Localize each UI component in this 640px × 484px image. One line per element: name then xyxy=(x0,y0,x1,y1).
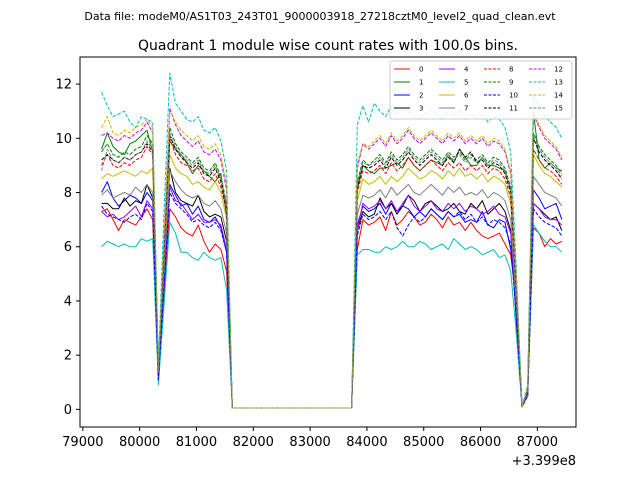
x-tick-label: 82000 xyxy=(233,435,274,450)
legend-label-7: 7 xyxy=(464,105,468,113)
legend-label-0: 0 xyxy=(419,66,423,74)
legend-label-14: 14 xyxy=(554,92,563,100)
legend-label-3: 3 xyxy=(419,105,423,113)
legend-label-1: 1 xyxy=(419,79,423,87)
legend-label-5: 5 xyxy=(464,79,468,87)
legend-label-8: 8 xyxy=(509,66,513,74)
y-tick-label: 2 xyxy=(64,349,72,364)
plot-area: 79000 80000 81000 82000 83000 84000 85000 86000… xyxy=(55,56,577,469)
legend-label-2: 2 xyxy=(419,92,423,100)
y-tick-label: 10 xyxy=(55,132,72,147)
y-tick-label: 0 xyxy=(64,403,72,418)
x-tick-label: 86000 xyxy=(460,435,501,450)
chart-title: Quadrant 1 module wise count rates with … xyxy=(138,38,518,54)
y-tick-label: 8 xyxy=(64,186,72,201)
y-tick-label: 6 xyxy=(64,240,72,255)
x-tick-label: 81000 xyxy=(176,435,217,450)
x-tick-label: 80000 xyxy=(119,435,160,450)
x-tick-label: 85000 xyxy=(403,435,444,450)
x-offset-label: +3.399e8 xyxy=(512,454,576,469)
series-line-15 xyxy=(101,132,563,409)
legend-label-4: 4 xyxy=(464,66,469,74)
y-tick-label: 4 xyxy=(64,294,72,309)
series-line-8 xyxy=(101,137,563,409)
legend-label-6: 6 xyxy=(464,92,469,100)
x-tick-label: 79000 xyxy=(62,435,103,450)
x-tick-label: 84000 xyxy=(346,435,387,450)
legend-label-10: 10 xyxy=(509,92,518,100)
x-axis: 79000 80000 81000 82000 83000 84000 85000 86000… xyxy=(62,427,558,450)
x-tick-label: 87000 xyxy=(517,435,558,450)
legend-label-13: 13 xyxy=(554,79,563,87)
legend-box xyxy=(389,60,573,120)
legend-label-12: 12 xyxy=(554,66,563,74)
y-axis: 0 2 4 6 8 10 12 xyxy=(55,78,80,418)
y-tick-label: 12 xyxy=(55,78,72,93)
data-file-label: Data file: modeM0/AS1T03_243T01_90000039… xyxy=(84,10,556,23)
legend-label-15: 15 xyxy=(554,105,563,113)
series-line-12 xyxy=(101,108,563,409)
series-layer xyxy=(101,72,563,409)
legend-label-9: 9 xyxy=(509,79,513,87)
legend-label-11: 11 xyxy=(509,105,518,113)
x-tick-label: 83000 xyxy=(289,435,330,450)
